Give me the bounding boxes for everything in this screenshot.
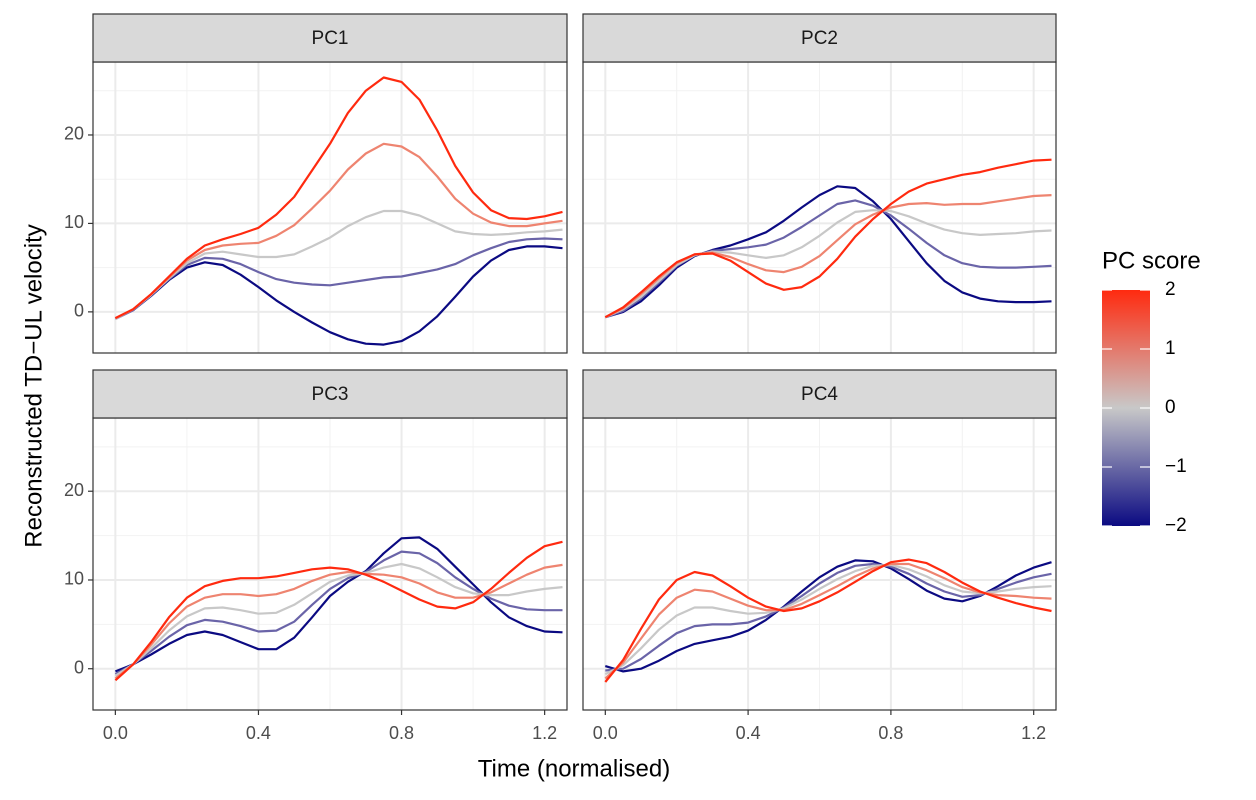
y-tick-label: 10 [64, 569, 84, 589]
y-tick-label: 20 [64, 124, 84, 144]
x-tick-label: 0.4 [246, 723, 271, 743]
strip [92, 369, 568, 419]
colorbar-label: −2 [1165, 515, 1187, 536]
plot-area [114, 536, 563, 682]
curve [605, 562, 1052, 672]
curve [604, 562, 1052, 680]
plot-area [114, 76, 563, 346]
x-tick-label: 0.8 [389, 723, 414, 743]
curve [114, 536, 563, 673]
curve [604, 209, 1052, 319]
curve [114, 76, 563, 320]
plot-area [604, 158, 1052, 319]
x-tick-label: 0.4 [736, 723, 761, 743]
curve [114, 562, 563, 677]
strip-label: PC3 [312, 384, 349, 405]
x-tick-label: 1.2 [532, 723, 557, 743]
colorbar-label: 1 [1165, 338, 1176, 359]
curve [604, 559, 1052, 673]
curve [604, 558, 1052, 683]
colorbar-label: −1 [1165, 456, 1187, 477]
curve [114, 142, 563, 320]
curve [114, 237, 563, 320]
curve [604, 185, 1052, 319]
strip [582, 369, 1057, 419]
curve [114, 563, 563, 680]
colorbar-label: 0 [1165, 397, 1176, 418]
x-tick-label: 1.2 [1021, 723, 1046, 743]
curve [114, 245, 563, 346]
strip-label: PC2 [801, 28, 838, 49]
curve [114, 540, 563, 682]
colorbar-label: 2 [1165, 279, 1176, 300]
curve [604, 158, 1052, 319]
y-tick-label: 0 [74, 657, 84, 677]
curve [114, 550, 563, 676]
x-tick-label: 0.8 [878, 723, 903, 743]
x-tick-label: 0.0 [593, 723, 618, 743]
strip [92, 13, 568, 63]
curve [114, 209, 563, 320]
legend-title: PC score [1102, 247, 1201, 274]
x-tick-label: 0.0 [103, 723, 128, 743]
x-axis-title: Time (normalised) [478, 755, 670, 782]
plot-area [604, 558, 1052, 683]
strip-label: PC1 [312, 28, 349, 49]
strip [582, 13, 1057, 63]
y-axis-title: Reconstructed TD−UL velocity [20, 224, 47, 547]
y-tick-label: 10 [64, 212, 84, 232]
y-tick-label: 0 [74, 301, 84, 321]
curve [604, 563, 1052, 676]
y-tick-label: 20 [64, 480, 84, 500]
strip-label: PC4 [801, 384, 838, 405]
